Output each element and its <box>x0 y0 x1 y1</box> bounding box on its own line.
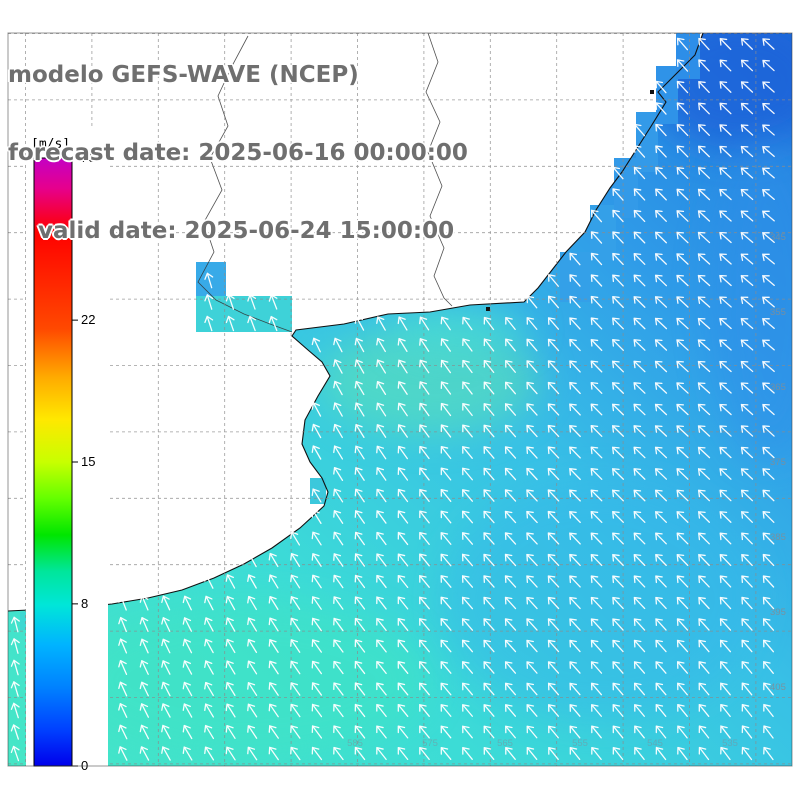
colorbar-gradient <box>33 157 73 767</box>
svg-text:555: 555 <box>572 738 588 749</box>
svg-text:535: 535 <box>722 738 738 749</box>
river-lines <box>197 33 453 333</box>
svg-text:365: 365 <box>770 382 786 393</box>
svg-text:545: 545 <box>647 738 663 749</box>
svg-text:345: 345 <box>770 232 786 243</box>
colorbar-tick-label: 30 <box>81 150 95 165</box>
svg-text:355: 355 <box>770 307 786 318</box>
colorbar-tick-label: 22 <box>81 312 95 327</box>
svg-text:375: 375 <box>770 457 786 468</box>
svg-text:585: 585 <box>347 738 363 749</box>
colorbar-tick-label: 15 <box>81 454 95 469</box>
map-frame <box>7 32 793 767</box>
forecast-date: forecast date: 2025-06-16 00:00:00 <box>8 140 468 166</box>
valid-date: valid date: 2025-06-24 15:00:00 <box>38 218 455 244</box>
colorbar-tick-label: 8 <box>81 596 88 611</box>
title-block: modelo GEFS-WAVE (NCEP) forecast date: 2… <box>8 10 468 296</box>
longitude-labels: 585 575 565 555 545 535 <box>347 738 738 749</box>
svg-text:565: 565 <box>497 738 513 749</box>
city-markers <box>486 90 654 311</box>
svg-text:395: 395 <box>770 607 786 618</box>
coastline <box>8 33 704 612</box>
latitude-labels: 345 355 365 375 385 395 405 <box>770 232 786 693</box>
land-mass <box>8 33 703 611</box>
svg-text:405: 405 <box>770 682 786 693</box>
svg-text:575: 575 <box>422 738 438 749</box>
colorbar-unit-label: [m/s] <box>31 137 70 152</box>
wind-arrows <box>10 37 775 762</box>
svg-text:385: 385 <box>770 532 786 543</box>
model-title: modelo GEFS-WAVE (NCEP) <box>8 62 359 88</box>
